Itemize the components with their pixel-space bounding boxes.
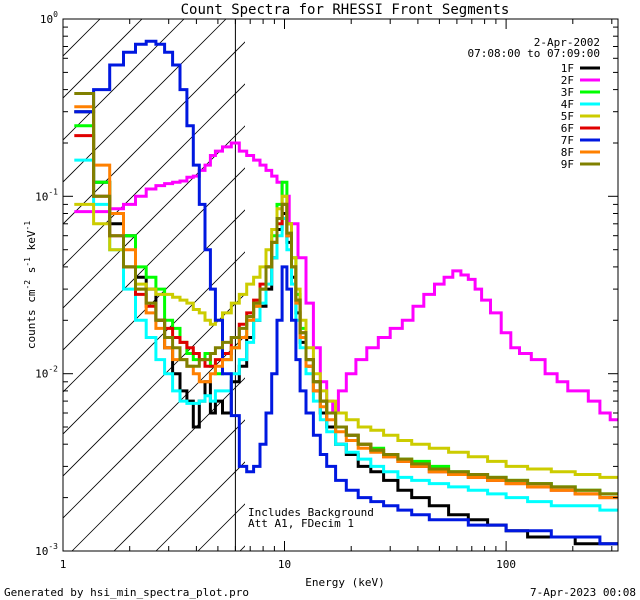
series-line-7f	[74, 39, 618, 546]
hatch-line	[366, 19, 640, 551]
series-line-2f	[74, 141, 618, 422]
series-line-5f	[74, 194, 618, 479]
legend-label-2f: 2F	[561, 74, 574, 87]
legend-label-8f: 8F	[561, 146, 574, 159]
date-label: 2-Apr-2002	[534, 36, 600, 49]
hatch-line	[63, 41, 245, 225]
legend-label-5f: 5F	[561, 110, 574, 123]
hatch-line	[63, 125, 245, 309]
time-range-label: 07:08:00 to 07:09:00	[468, 47, 600, 60]
hatch-line	[63, 209, 245, 393]
y-tick-label: 10-3	[35, 542, 58, 558]
hatch-line	[63, 19, 101, 57]
annotation-attenuator: Att A1, FDecim 1	[248, 517, 354, 530]
hatched-region	[0, 19, 640, 551]
x-tick-labels: 1 10 100	[60, 558, 516, 571]
legend-label-1f: 1F	[561, 62, 574, 75]
plot-frame	[62, 18, 619, 552]
y-tick-label: 10-1	[35, 187, 58, 203]
hatch-line	[450, 19, 640, 551]
x-axis-label: Energy (keV)	[305, 576, 384, 589]
hatch-line	[576, 19, 640, 551]
hatch-line	[63, 251, 245, 435]
footer-timestamp: 7-Apr-2023 00:08	[530, 586, 636, 599]
legend-label-9f: 9F	[561, 158, 574, 171]
y-tick-labels: 100 10-1 10-2 10-3	[35, 10, 58, 558]
hatch-line	[155, 461, 245, 551]
hatch-line	[63, 19, 185, 141]
legend-label-6f: 6F	[561, 122, 574, 135]
hatch-line	[71, 377, 245, 551]
x-tick-label: 100	[496, 558, 516, 571]
x-tick-label: 1	[60, 558, 67, 571]
series-line-4f	[74, 158, 618, 512]
series-layer	[74, 39, 618, 546]
hatch-line	[618, 19, 640, 551]
footer-generated-by: Generated by hsi_min_spectra_plot.pro	[4, 586, 249, 599]
legend-label-3f: 3F	[561, 86, 574, 99]
chart-title: Count Spectra for RHESSI Front Segments	[181, 2, 510, 18]
y-axis-label: counts cm-2 s-1 keV-1	[23, 221, 38, 349]
hatch-line	[113, 419, 245, 551]
hatch-line	[0, 19, 16, 551]
hatch-line	[63, 83, 245, 267]
hatch-line	[63, 293, 245, 477]
series-line-3f	[74, 124, 618, 496]
legend-label-4f: 4F	[561, 98, 574, 111]
annotation-background: Includes Background	[248, 506, 374, 519]
x-tick-label: 10	[278, 558, 291, 571]
axis-ticks	[62, 19, 618, 552]
y-tick-label: 100	[40, 10, 58, 26]
hatch-line	[63, 335, 245, 519]
series-line-9f	[74, 92, 618, 496]
hatch-line	[63, 167, 245, 351]
hatch-line	[63, 19, 227, 183]
y-tick-label: 10-2	[35, 365, 58, 381]
legend-label-7f: 7F	[561, 134, 574, 147]
hatch-line	[63, 19, 143, 99]
